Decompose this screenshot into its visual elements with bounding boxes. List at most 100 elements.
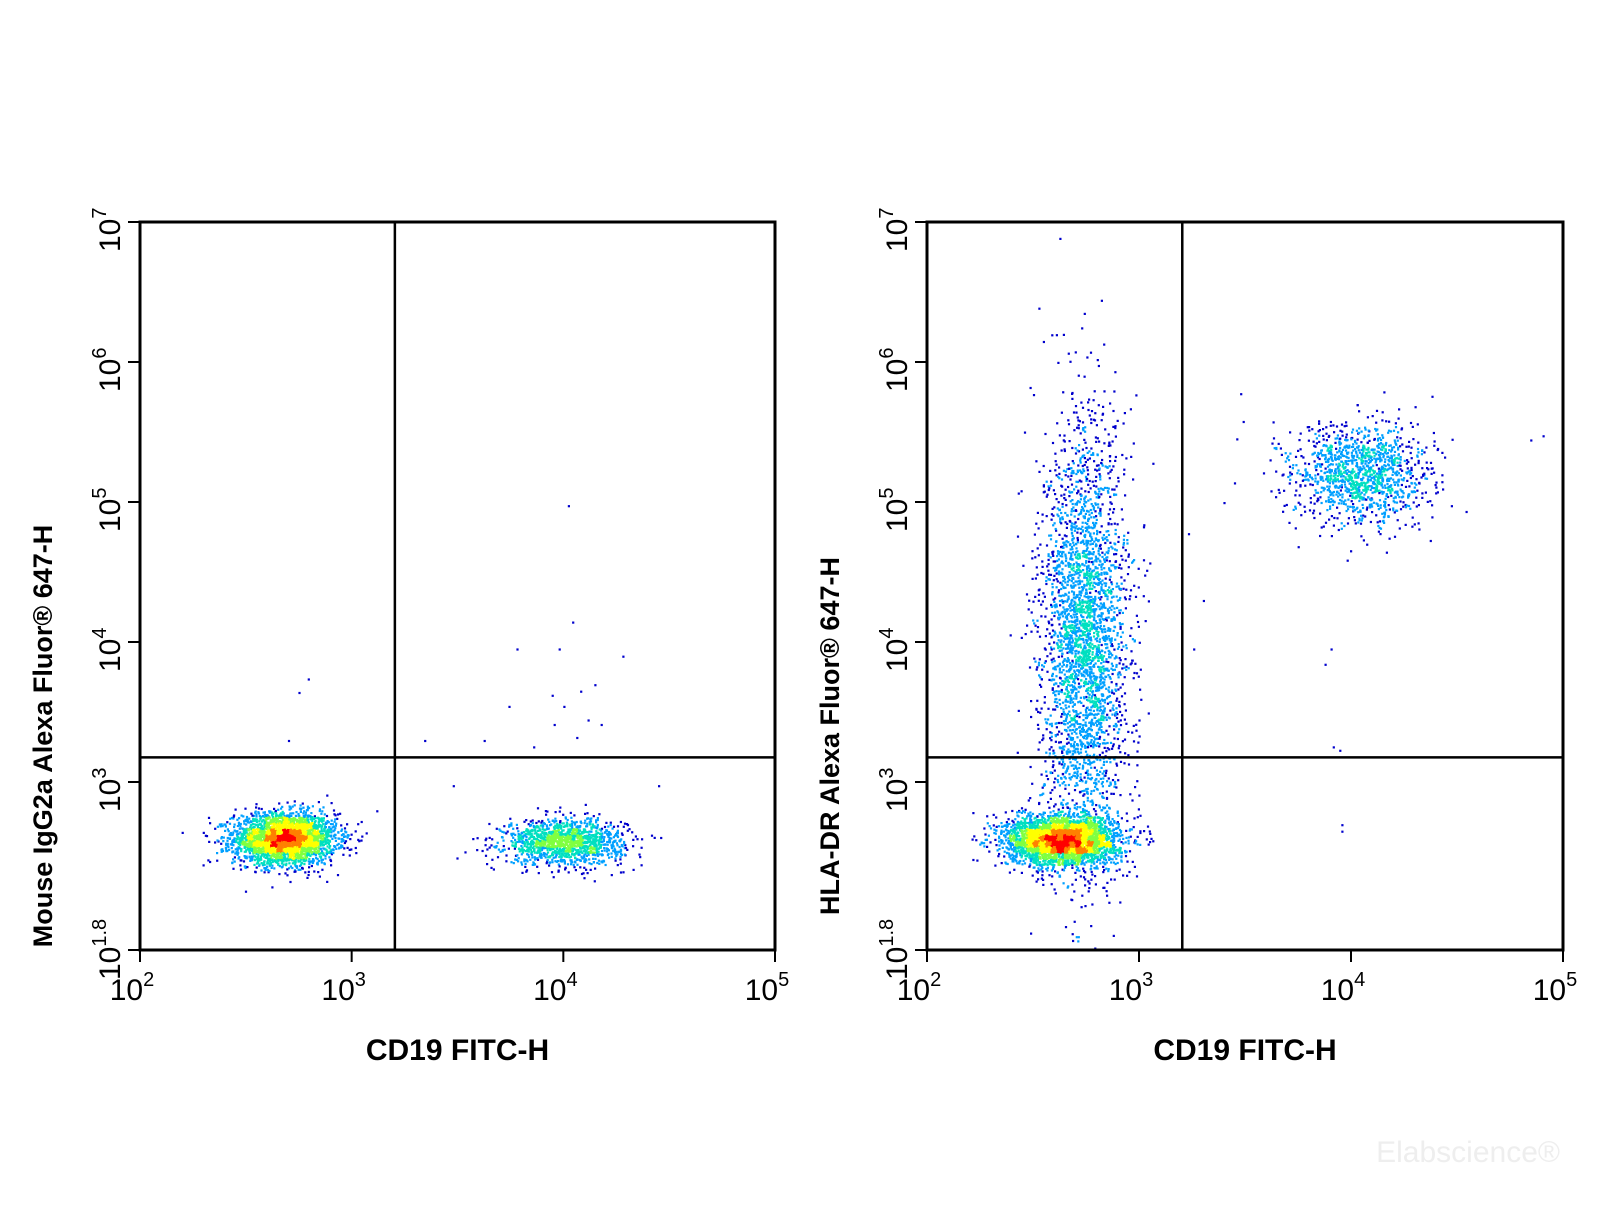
data-point (300, 811, 302, 813)
data-point (238, 847, 240, 849)
data-point (641, 864, 643, 866)
data-point (540, 825, 542, 827)
data-point (604, 831, 606, 833)
data-point (250, 835, 252, 837)
data-point (294, 804, 296, 806)
data-point (273, 826, 275, 828)
data-point (345, 831, 347, 833)
data-point (585, 804, 587, 806)
data-point (305, 828, 307, 830)
data-point (305, 812, 307, 814)
data-point (534, 856, 536, 858)
data-point (297, 830, 299, 832)
data-point (563, 706, 565, 708)
data-point (509, 825, 511, 827)
y-axis-label: Mouse IgG2a Alexa Fluor® 647-H (28, 525, 58, 948)
data-point (542, 847, 544, 849)
data-point (248, 846, 250, 848)
data-point (275, 861, 277, 863)
data-point (497, 856, 499, 858)
data-point (311, 839, 313, 841)
data-point (264, 853, 266, 855)
x-axis-label: CD19 FITC-H (366, 1034, 549, 1067)
data-point (521, 841, 523, 843)
data-point (569, 841, 571, 843)
data-point (614, 851, 616, 853)
data-point (324, 813, 326, 815)
data-point (332, 823, 334, 825)
data-point (208, 841, 210, 843)
data-point (602, 844, 604, 846)
data-point (182, 832, 184, 834)
data-point (320, 848, 322, 850)
data-point (233, 841, 235, 843)
data-point (546, 811, 548, 813)
data-point (289, 809, 291, 811)
data-point (281, 831, 283, 833)
data-point (594, 880, 596, 882)
data-point (232, 858, 234, 860)
data-point (314, 839, 316, 841)
data-point (589, 844, 591, 846)
data-point (557, 851, 559, 853)
data-point (590, 846, 592, 848)
data-point (547, 834, 549, 836)
data-point (559, 837, 561, 839)
y-tick-label: 101.8 (89, 919, 127, 980)
data-point (301, 824, 303, 826)
data-point (297, 850, 299, 852)
data-point (325, 843, 327, 845)
data-point (577, 844, 579, 846)
data-point (296, 854, 298, 856)
data-point (214, 828, 216, 830)
data-point (248, 856, 250, 858)
data-point (570, 836, 572, 838)
data-point (275, 810, 277, 812)
data-point (225, 825, 227, 827)
data-point (590, 831, 592, 833)
data-point (997, 855, 999, 857)
data-point (292, 812, 294, 814)
data-point (235, 830, 237, 832)
data-point (560, 828, 562, 830)
data-point (288, 851, 290, 853)
data-point (307, 847, 309, 849)
data-point (547, 819, 549, 821)
data-point (271, 834, 273, 836)
data-point (605, 864, 607, 866)
data-point (514, 848, 516, 850)
data-point (537, 807, 539, 809)
data-point (574, 845, 576, 847)
data-point (550, 833, 552, 835)
data-point (226, 821, 228, 823)
data-point (490, 844, 492, 846)
data-point (320, 813, 322, 815)
data-point (284, 846, 286, 848)
data-point (302, 807, 304, 809)
data-point (535, 843, 537, 845)
data-point (294, 829, 296, 831)
data-point (594, 852, 596, 854)
data-point (336, 818, 338, 820)
data-point (293, 820, 295, 822)
data-point (294, 800, 296, 802)
data-point (308, 841, 310, 843)
data-point (286, 874, 288, 876)
data-point (296, 842, 298, 844)
data-point (281, 824, 283, 826)
data-point (328, 821, 330, 823)
data-point (254, 826, 256, 828)
data-point (315, 824, 317, 826)
data-point (517, 860, 519, 862)
data-point (986, 846, 988, 848)
data-point (241, 839, 243, 841)
data-point (505, 832, 507, 834)
data-point (555, 811, 557, 813)
data-point (231, 847, 233, 849)
data-point (583, 860, 585, 862)
data-point (551, 854, 553, 856)
data-point (610, 822, 612, 824)
data-point (570, 828, 572, 830)
data-point (563, 848, 565, 850)
data-point (570, 812, 572, 814)
